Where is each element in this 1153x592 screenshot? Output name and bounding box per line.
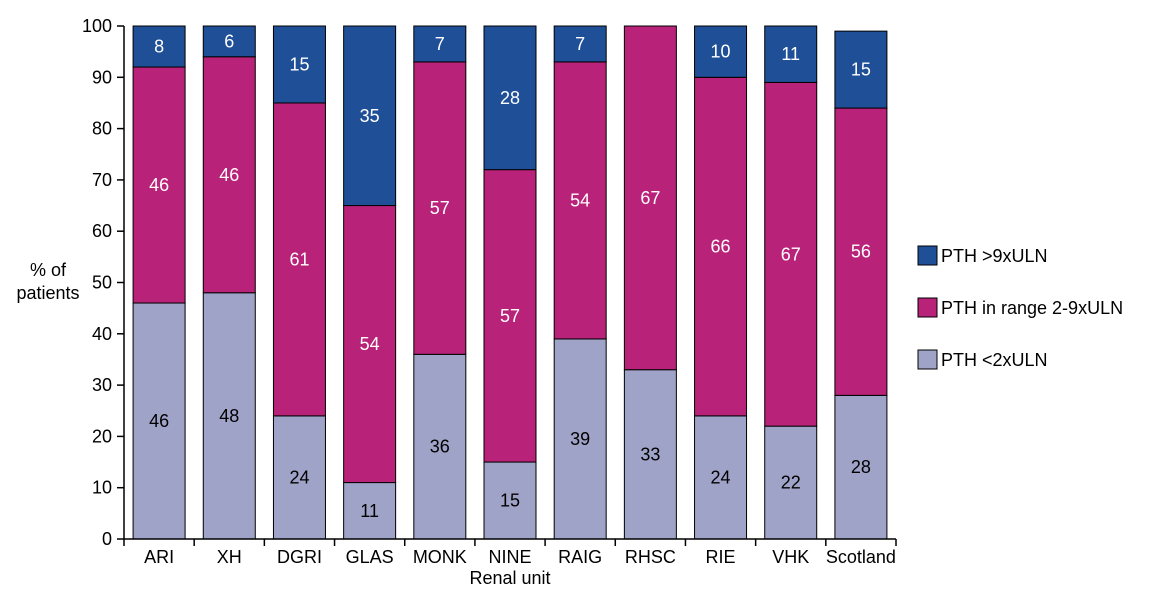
data-label: 36 [430, 437, 450, 457]
x-tick-label: NINE [488, 547, 531, 567]
axes-group: 0 10 20 30 40 50 60 70 80 90 100 ARI XH DGRI GLAS MONK N… [82, 16, 897, 567]
x-tick-label: XH [217, 547, 242, 567]
data-label: 7 [435, 34, 445, 54]
y-tick-label: 80 [92, 119, 112, 139]
y-tick-label: 70 [92, 170, 112, 190]
legend-swatch [917, 245, 938, 266]
data-label: 56 [851, 242, 871, 262]
bar-segment [694, 76, 748, 417]
bar-segment [553, 25, 607, 63]
bar-segment [272, 102, 326, 417]
data-label: 66 [711, 237, 731, 257]
legend-label: PTH in range 2-9xULN [941, 298, 1123, 318]
data-label: 39 [570, 429, 590, 449]
bar-segment [413, 25, 467, 63]
bars-group: 46 46 8 48 46 6 24 61 15 11 54 35 36 57 7 15 57 28 39 54 7 33… [132, 25, 888, 540]
y-axis-label-line-1: % of [30, 260, 67, 280]
bar-segment [132, 66, 186, 304]
bar-segment [343, 482, 397, 540]
data-label: 61 [289, 249, 309, 269]
data-label: 11 [781, 44, 800, 64]
data-label: 57 [500, 306, 520, 326]
y-tick-label: 60 [92, 221, 112, 241]
bar-segment [553, 338, 607, 540]
bar-segment [623, 25, 677, 371]
data-label: 46 [219, 165, 239, 185]
data-label: 10 [711, 42, 731, 62]
x-tick-label: GLAS [346, 547, 394, 567]
bar-segment [483, 169, 537, 463]
x-tick-label: Scotland [826, 547, 896, 567]
x-tick-label: RIE [706, 547, 736, 567]
x-tick-label: VHK [772, 547, 809, 567]
bar-segment [483, 461, 537, 540]
legend-label: PTH >9xULN [941, 246, 1048, 266]
bar-segment [202, 25, 256, 58]
data-label: 54 [360, 334, 380, 354]
data-label: 15 [289, 54, 309, 74]
bar-segment [343, 25, 397, 207]
data-label: 15 [500, 491, 520, 511]
data-label: 67 [781, 244, 801, 264]
data-label: 24 [289, 467, 309, 487]
x-axis-label: Renal unit [469, 568, 550, 587]
legend-swatch [917, 297, 938, 318]
data-label: 46 [149, 175, 169, 195]
y-tick-label: 30 [92, 375, 112, 395]
bar-segment [834, 30, 888, 109]
legend-label: PTH <2xULN [941, 350, 1048, 370]
bar-segment [202, 292, 256, 540]
bar-segment [694, 25, 748, 78]
y-tick-label: 40 [92, 324, 112, 344]
data-label: 35 [360, 106, 380, 126]
x-tick-label: MONK [413, 547, 467, 567]
x-tick-label: ARI [144, 547, 174, 567]
bar-segment [132, 25, 186, 68]
data-label: 15 [851, 60, 871, 80]
bar-segment [132, 302, 186, 540]
y-axis-label-line-2: patients [16, 283, 79, 303]
y-tick-label: 50 [92, 273, 112, 293]
data-label: 22 [781, 473, 801, 493]
data-label: 48 [219, 406, 239, 426]
data-label: 7 [575, 34, 585, 54]
data-label: 57 [430, 198, 450, 218]
bar-segment [483, 25, 537, 171]
data-label: 6 [224, 31, 234, 51]
bar-segment [764, 81, 818, 427]
data-label: 28 [851, 457, 871, 477]
data-label: 33 [640, 444, 660, 464]
x-tick-label: RAIG [558, 547, 602, 567]
y-tick-label: 20 [92, 426, 112, 446]
bar-segment [343, 205, 397, 484]
legend: PTH >9xULN PTH in range 2-9xULN PTH <2xULN [917, 245, 1123, 370]
data-label: 8 [154, 37, 164, 57]
x-tick-label: RHSC [625, 547, 676, 567]
data-label: 46 [149, 411, 169, 431]
bar-segment [834, 394, 888, 540]
y-tick-label: 90 [92, 67, 112, 87]
bar-segment [764, 25, 818, 83]
bar-segment [694, 415, 748, 540]
bar-segment [413, 353, 467, 540]
bar-segment [764, 425, 818, 540]
y-tick-label: 0 [102, 529, 112, 549]
data-label: 54 [570, 190, 590, 210]
data-label: 67 [640, 188, 660, 208]
y-tick-label: 100 [82, 16, 112, 36]
x-tick-label: DGRI [277, 547, 322, 567]
bar-segment [553, 61, 607, 340]
bar-segment [202, 56, 256, 294]
bar-segment [272, 25, 326, 104]
data-label: 28 [500, 88, 520, 108]
legend-swatch [917, 349, 938, 370]
y-tick-label: 10 [92, 478, 112, 498]
data-label: 11 [360, 501, 379, 521]
data-label: 24 [711, 467, 731, 487]
